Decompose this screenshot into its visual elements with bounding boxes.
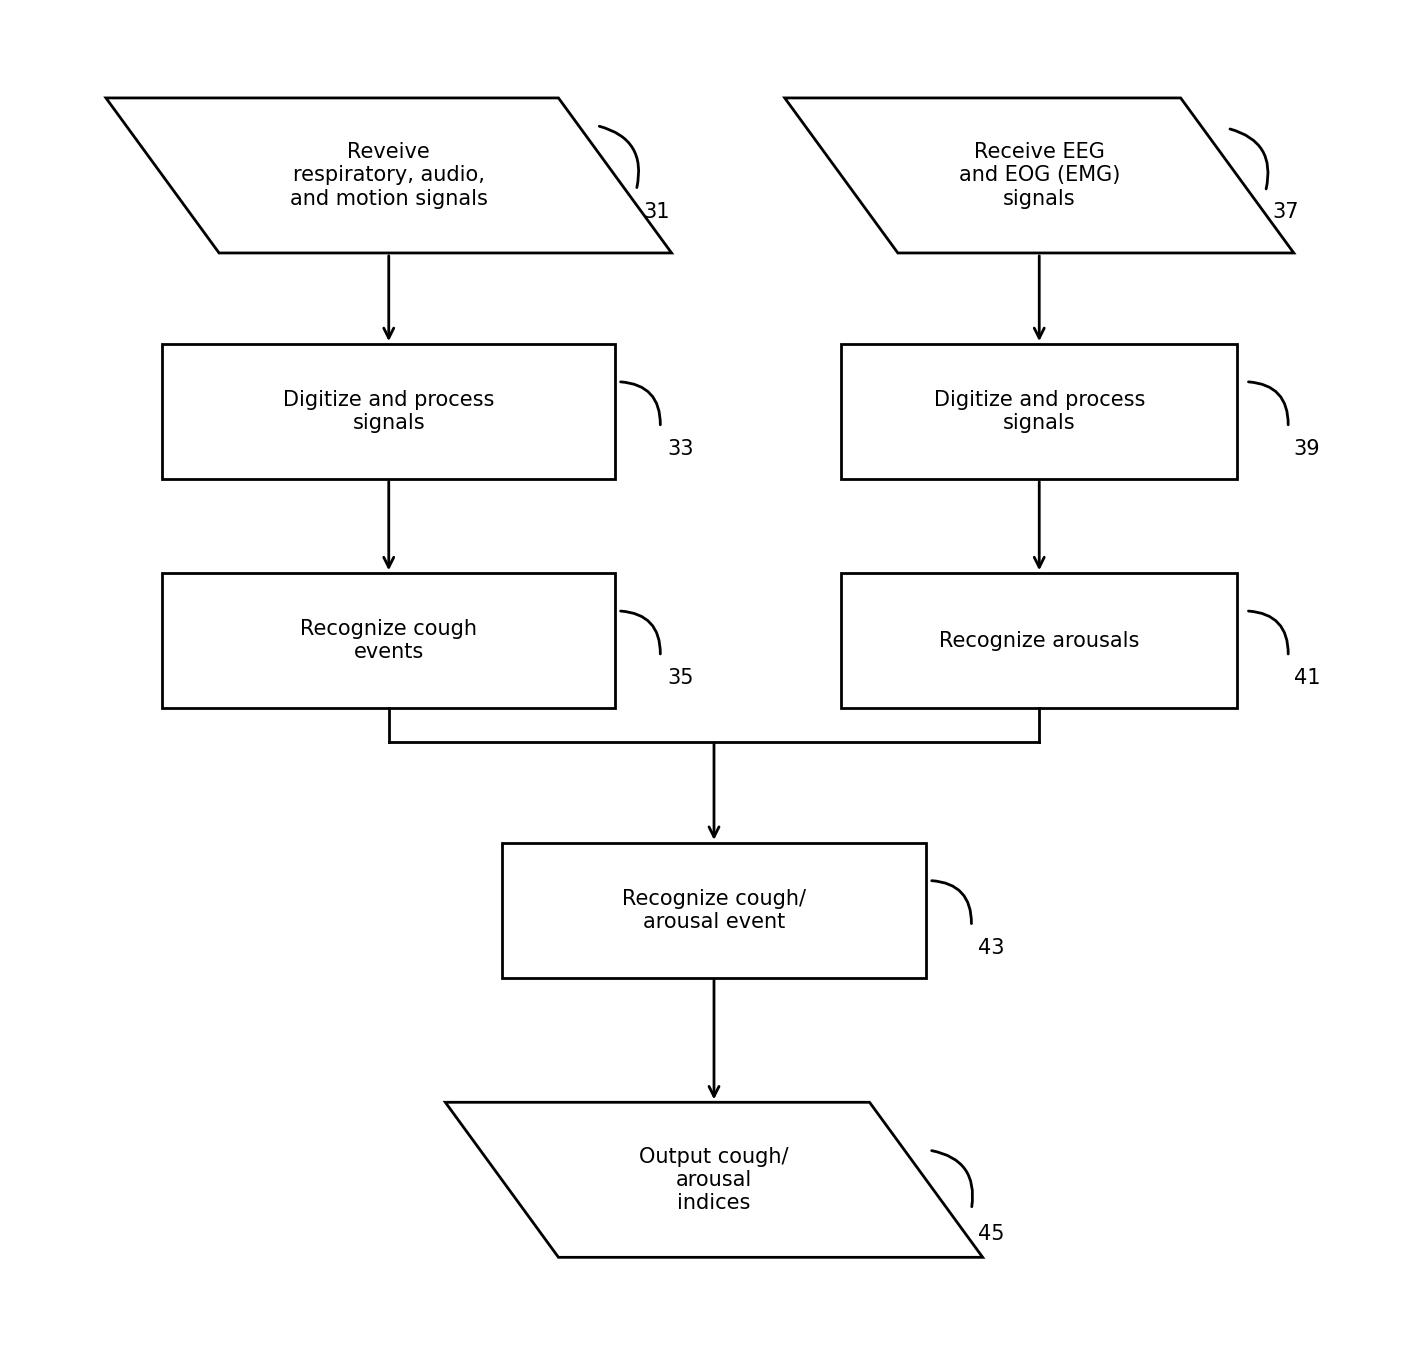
Polygon shape <box>785 98 1294 253</box>
Text: Recognize cough
events: Recognize cough events <box>300 618 477 662</box>
Text: 45: 45 <box>978 1223 1005 1244</box>
Bar <box>163 573 615 708</box>
Text: Digitize and process
signals: Digitize and process signals <box>934 390 1145 433</box>
Text: Recognize arousals: Recognize arousals <box>940 631 1140 651</box>
Text: Receive EEG
and EOG (EMG)
signals: Receive EEG and EOG (EMG) signals <box>958 142 1120 208</box>
Text: 43: 43 <box>978 938 1005 957</box>
Text: Digitize and process
signals: Digitize and process signals <box>283 390 494 433</box>
Bar <box>841 573 1237 708</box>
Polygon shape <box>446 1102 982 1257</box>
Text: 39: 39 <box>1294 439 1321 459</box>
Text: 37: 37 <box>1272 202 1299 222</box>
Polygon shape <box>106 98 671 253</box>
Text: Recognize cough/
arousal event: Recognize cough/ arousal event <box>623 888 805 932</box>
Bar <box>163 345 615 479</box>
Text: Reveive
respiratory, audio,
and motion signals: Reveive respiratory, audio, and motion s… <box>290 142 488 208</box>
Text: Output cough/
arousal
indices: Output cough/ arousal indices <box>640 1147 788 1214</box>
Text: 35: 35 <box>667 669 694 688</box>
Text: 31: 31 <box>643 202 670 222</box>
Text: 33: 33 <box>667 439 694 459</box>
Bar <box>501 843 927 978</box>
Text: 41: 41 <box>1294 669 1321 688</box>
Bar <box>841 345 1237 479</box>
